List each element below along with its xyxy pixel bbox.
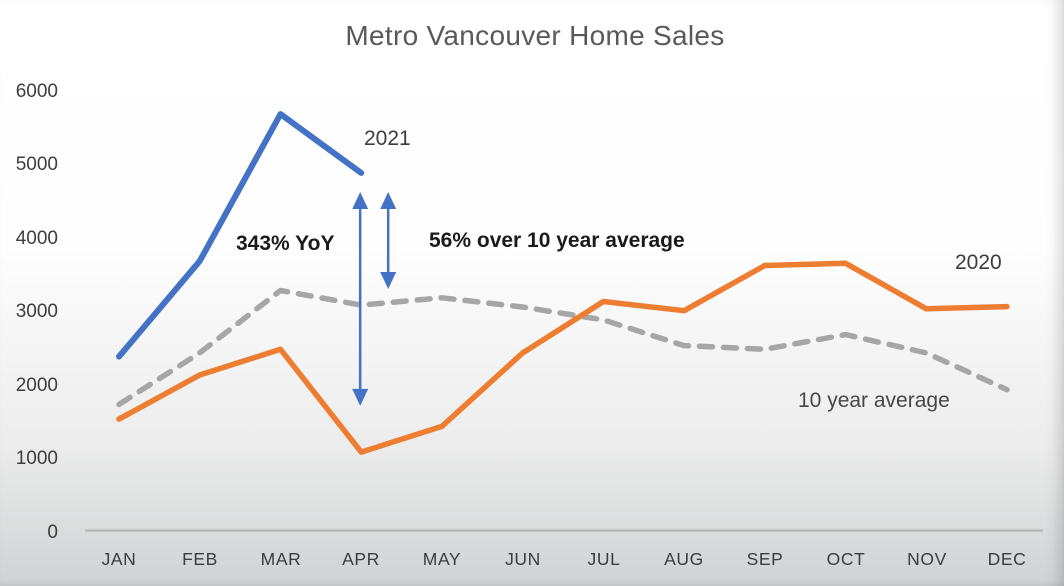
annotation-arrowhead-up xyxy=(352,191,369,209)
line-series-2020 xyxy=(116,260,1010,455)
x-tick-label: SEP xyxy=(746,549,784,569)
annotation-arrowhead-up xyxy=(380,191,397,209)
x-tick-label: NOV xyxy=(907,549,947,569)
y-tick-label: 3000 xyxy=(15,301,58,322)
series-label-2021: 2021 xyxy=(364,127,411,150)
y-tick-label: 6000 xyxy=(15,81,58,102)
y-tick-label: 1000 xyxy=(15,448,58,469)
x-tick-label: MAY xyxy=(422,549,462,569)
annotation-yoy: 343% YoY xyxy=(236,232,335,255)
y-tick-label: 4000 xyxy=(15,228,58,249)
x-tick-label: AUG xyxy=(664,549,704,569)
x-tick-label: JAN xyxy=(101,549,137,569)
annotation-arrowhead-down xyxy=(380,271,397,289)
x-tick-label: OCT xyxy=(826,549,866,569)
x-tick-label: JUL xyxy=(587,549,621,569)
x-tick-label: JUN xyxy=(505,549,541,569)
annotation-over-average: 56% over 10 year average xyxy=(429,229,685,252)
x-tick-label: MAR xyxy=(260,549,302,569)
chart-title: Metro Vancouver Home Sales xyxy=(345,20,725,51)
series-label-2020: 2020 xyxy=(955,251,1002,274)
y-tick-label: 0 xyxy=(47,522,58,543)
x-tick-label: FEB xyxy=(182,549,218,569)
x-tick-label: APR xyxy=(342,549,380,569)
line-series-10-year-average xyxy=(116,287,1010,408)
line-series-2021 xyxy=(116,111,365,360)
annotation-arrowhead-down xyxy=(352,388,369,406)
y-tick-label: 5000 xyxy=(15,154,58,175)
x-tick-label: DEC xyxy=(987,549,1027,569)
series-label-10-year-average: 10 year average xyxy=(798,389,950,412)
y-tick-label: 2000 xyxy=(15,375,58,396)
